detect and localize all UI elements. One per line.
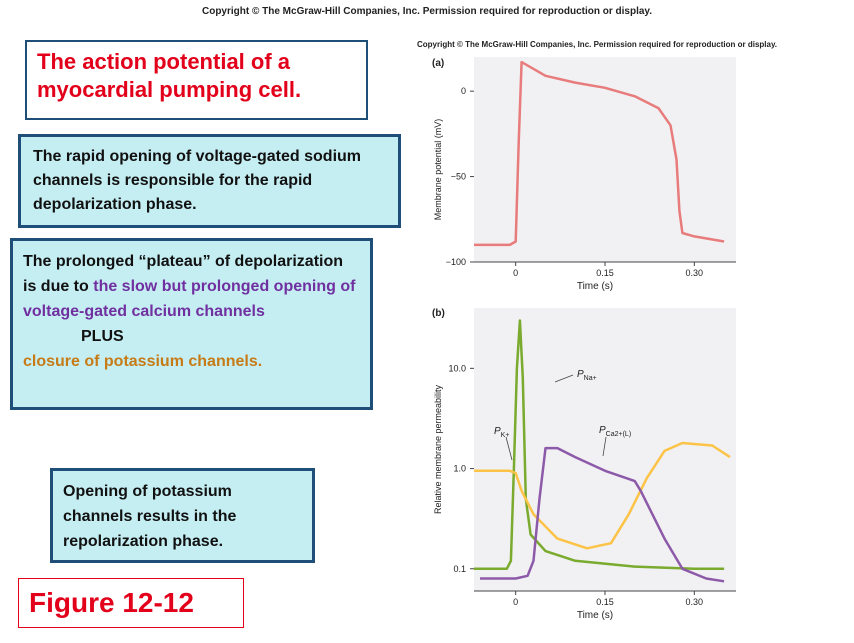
panel-a-x-tick-label: 0 xyxy=(513,268,518,278)
panel-b-x-tick-label: 0 xyxy=(513,597,518,607)
sodium-channel-note: The rapid opening of voltage-gated sodiu… xyxy=(18,134,401,228)
plateau-note-plus: PLUS xyxy=(81,328,124,345)
panel-a-y-tick-label: −100 xyxy=(446,257,466,267)
plateau-note-intro: The prolonged “plateau” of depolarizatio… xyxy=(23,253,344,295)
copyright-notice-top: Copyright © The McGraw-Hill Companies, I… xyxy=(201,6,653,17)
panel-b-x-tick-label: 0.30 xyxy=(686,597,704,607)
figure-label: Figure 12-12 xyxy=(18,578,244,628)
panel-b-y-tick-label: 1.0 xyxy=(453,464,466,474)
panel-a-y-tick-label: −50 xyxy=(451,172,466,182)
repolarization-note: Opening of potassium channels results in… xyxy=(50,468,315,563)
panel-b-y-tick-label: 0.1 xyxy=(453,564,466,574)
p-na-curve xyxy=(474,319,725,571)
plateau-note-calcium: the slow but prolonged opening of voltag… xyxy=(23,278,356,320)
panel-a-y-tick-label: 0 xyxy=(461,86,466,96)
panel-b: (b) 10.0 1.0 0.1 0 0.15 0.30 Time (s) Relative m… xyxy=(432,308,736,621)
p-k-label-leader xyxy=(505,436,513,461)
panel-a: (a) 0 −50 −100 0 0.15 0.30 Time (s) Membrane pot… xyxy=(432,57,736,292)
panel-a-label: (a) xyxy=(432,58,444,69)
panel-b-label: (b) xyxy=(432,308,445,319)
panel-b-x-axis-label: Time (s) xyxy=(577,610,613,621)
panel-a-x-axis-label: Time (s) xyxy=(577,281,613,292)
panel-a-x-tick-label: 0.15 xyxy=(596,268,614,278)
p-ca-curve xyxy=(480,446,725,583)
copyright-notice-figure: Copyright © The McGraw-Hill Companies, I… xyxy=(417,40,778,49)
panel-a-y-axis-label: Membrane potential (mV) xyxy=(433,119,443,221)
p-k-label: PK+ xyxy=(494,426,509,439)
panel-b-x-tick-label: 0.15 xyxy=(596,597,614,607)
plateau-note: The prolonged “plateau” of depolarizatio… xyxy=(10,238,373,410)
panel-a-x-tick-label: 0.30 xyxy=(686,268,704,278)
panel-b-y-axis-label: Relative membrane permeability xyxy=(433,384,443,514)
p-na-label: PNa+ xyxy=(577,369,597,382)
membrane-potential-curve xyxy=(474,60,725,247)
p-ca-label-leader xyxy=(602,436,607,457)
p-k-curve xyxy=(474,441,731,550)
p-na-label-leader xyxy=(554,374,574,383)
p-ca-label: PCa2+(L) xyxy=(599,425,631,438)
plateau-note-potassium: closure of potassium channels. xyxy=(23,353,263,370)
panel-b-y-tick-label: 10.0 xyxy=(448,363,466,373)
slide-title: The action potential of a myocardial pum… xyxy=(25,40,368,120)
